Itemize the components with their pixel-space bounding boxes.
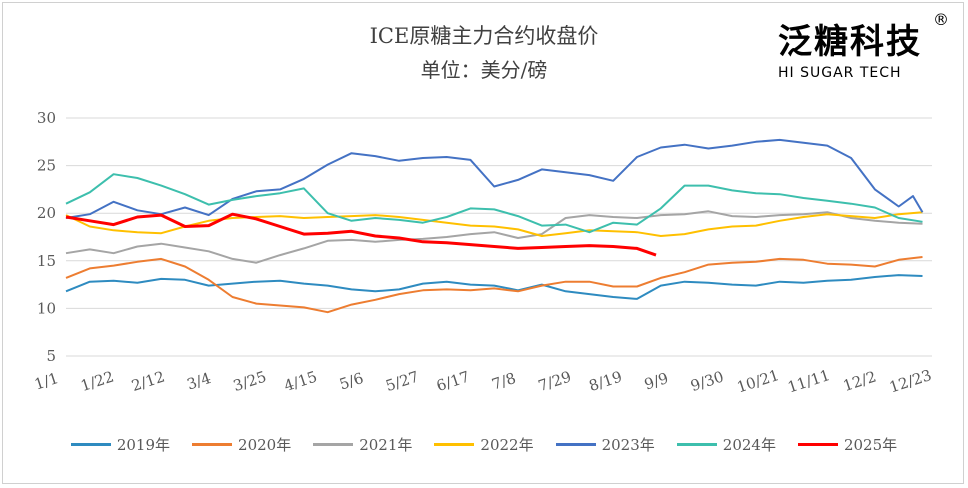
x-tick-label: 7/8 — [490, 369, 519, 394]
x-tick-label: 2/12 — [129, 367, 167, 395]
x-tick-label: 1/22 — [78, 367, 116, 395]
chart-subtitle: 单位：美分/磅 — [420, 58, 548, 82]
x-tick-label: 7/29 — [536, 367, 574, 395]
x-tick-label: 3/4 — [185, 369, 214, 394]
legend-swatch — [555, 443, 596, 446]
legend-item: 2019年 — [70, 434, 171, 455]
legend-item: 2022年 — [434, 434, 534, 455]
legend-swatch — [192, 443, 233, 446]
chart-title: ICE原糖主力合约收盘价 — [369, 24, 599, 48]
y-tick-label: 25 — [37, 157, 56, 175]
registered-mark: ® — [933, 10, 949, 29]
x-tick-label: 6/17 — [434, 367, 472, 395]
x-tick-label: 3/25 — [231, 367, 269, 395]
legend-item: 2020年 — [192, 434, 291, 455]
series-line-2020 — [65, 256, 923, 314]
legend-label: 2024年 — [722, 436, 776, 454]
legend-label: 2025年 — [843, 436, 898, 454]
series-lines — [65, 138, 924, 314]
series-line-2023 — [65, 138, 924, 219]
legend-item: 2021年 — [313, 434, 412, 455]
legend-item: 2024年 — [676, 434, 776, 455]
x-tick-label: 5/27 — [383, 367, 421, 395]
x-axis-ticks: 1/1 1/22 2/12 3/4 3/25 4/15 5/6 5/27 6/17 7/8 7/29… — [32, 366, 934, 396]
logo-english-text: HI SUGAR TECH — [778, 65, 902, 81]
legend-label: 2019年 — [116, 436, 171, 454]
x-tick-label: 8/19 — [587, 367, 625, 395]
legend-swatch — [313, 443, 354, 446]
brand-logo: 泛糖科技 HI SUGAR TECH ® — [778, 10, 958, 81]
legend-label: 2021年 — [359, 436, 413, 454]
x-tick-label: 9/30 — [688, 367, 726, 395]
x-tick-label: 1/1 — [32, 369, 61, 394]
legend-swatch — [797, 443, 838, 446]
x-tick-label: 4/15 — [282, 367, 320, 395]
y-axis-ticks: 5 10 15 20 25 30 — [37, 109, 56, 365]
x-tick-label: 11/11 — [785, 366, 832, 396]
legend-swatch — [70, 443, 111, 446]
series-line-2019 — [65, 274, 923, 300]
series-line-2021 — [65, 210, 923, 264]
y-tick-label: 30 — [37, 109, 56, 127]
legend-item: 2023年 — [555, 434, 655, 455]
x-tick-label: 12/2 — [841, 367, 879, 395]
legend-swatch — [434, 443, 475, 446]
legend-label: 2020年 — [238, 436, 292, 454]
legend-label: 2022年 — [480, 436, 534, 454]
logo-chinese-text: 泛糖科技 — [778, 22, 922, 62]
legend-swatch — [676, 443, 717, 446]
x-tick-label: 5/6 — [337, 369, 366, 394]
y-tick-label: 20 — [37, 204, 56, 222]
x-tick-label: 12/23 — [887, 366, 934, 396]
y-tick-label: 15 — [37, 252, 56, 270]
legend-label: 2023年 — [601, 436, 655, 454]
series-line-2022 — [65, 211, 923, 237]
series-line-2024 — [65, 173, 923, 234]
y-tick-label: 10 — [37, 299, 56, 317]
chart-legend: 2019年 2020年 2021年 2022年 2023年 2024年 2025年 — [0, 434, 968, 455]
series-line-2025 — [65, 212, 657, 257]
x-tick-label: 10/21 — [735, 366, 782, 396]
legend-item: 2025年 — [797, 434, 898, 455]
x-tick-label: 9/9 — [642, 369, 671, 394]
y-tick-label: 5 — [46, 347, 56, 365]
grid-lines — [66, 117, 932, 357]
